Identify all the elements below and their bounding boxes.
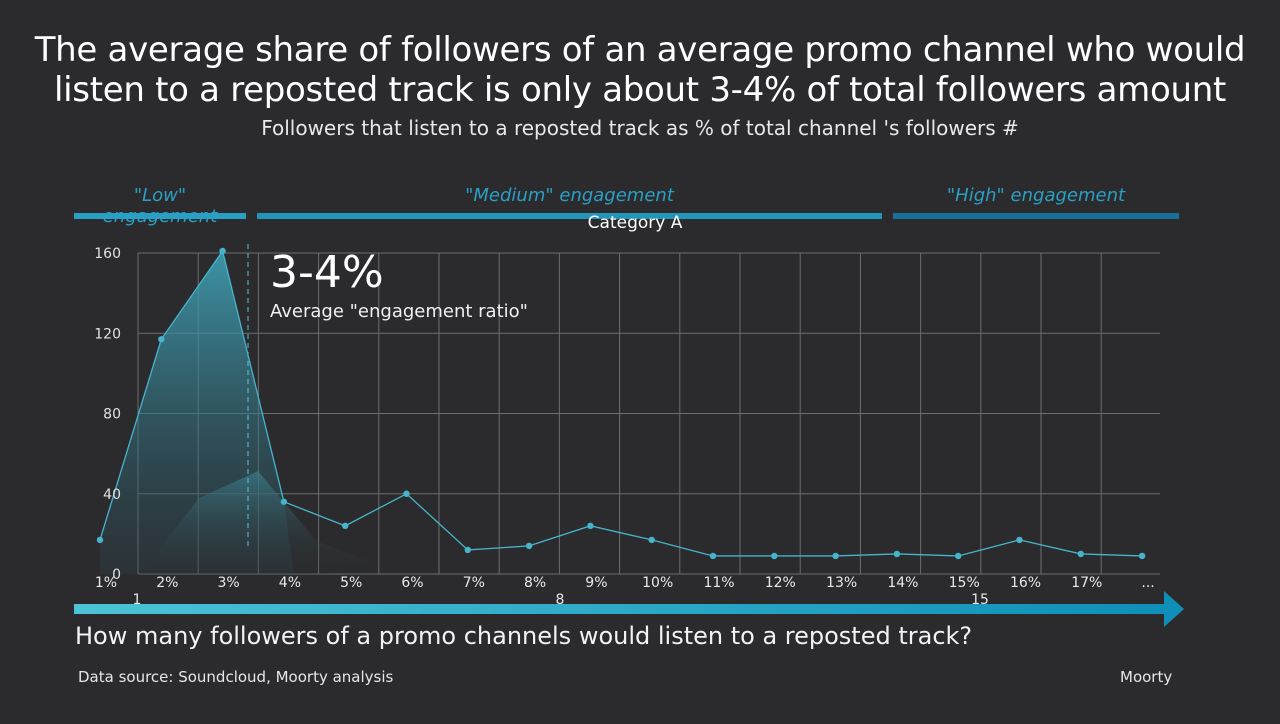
x-tick-label: 17%: [1071, 575, 1102, 591]
chart-shadow-areas: [100, 250, 376, 574]
segment-bar-high: [893, 213, 1179, 219]
hidden-chart-title: Category A: [588, 213, 683, 233]
data-point: [587, 522, 594, 530]
x-tick-label: 3%: [217, 575, 239, 591]
title-line-1: The average share of followers of an ave…: [34, 30, 1246, 70]
average-callout-caption: Average "engagement ratio": [270, 301, 528, 322]
data-point: [1077, 550, 1085, 558]
data-point: [342, 522, 349, 530]
y-axis-ticks: 0 40 80 120 160: [94, 246, 121, 583]
data-point: [648, 536, 655, 544]
series-line: [99, 249, 1143, 557]
x-tick-label: 16%: [1010, 575, 1041, 591]
segment-bar-medium: [257, 213, 882, 219]
data-point: [709, 552, 717, 560]
data-point: [219, 247, 226, 255]
area-secondary-shadow: [140, 471, 376, 574]
chart-series: [96, 247, 1146, 560]
data-point: [1016, 536, 1023, 544]
segment-label-medium: "Medium" engagement: [465, 185, 674, 206]
timeline-arrow-head: [1164, 591, 1184, 627]
x-tick-label: 15%: [949, 575, 980, 591]
title-line-2: listen to a reposted track is only about…: [54, 70, 1226, 110]
data-point: [771, 552, 778, 560]
x-tick-label: 9%: [585, 575, 607, 591]
x-tick-label: ...: [1141, 575, 1154, 591]
y-tick-label: 160: [94, 246, 121, 262]
data-point: [955, 552, 962, 560]
secondary-x-tick-label: 8: [556, 592, 565, 608]
slide-subtitle: Followers that listen to a reposted trac…: [261, 116, 1019, 140]
x-tick-label: 11%: [703, 575, 734, 591]
x-tick-label: 5%: [340, 575, 362, 591]
x-tick-label: 8%: [524, 575, 546, 591]
timeline-arrow: [74, 591, 1184, 627]
x-tick-label: 13%: [826, 575, 857, 591]
data-point: [893, 550, 901, 558]
data-point: [158, 336, 165, 343]
data-point: [525, 542, 533, 550]
data-point: [464, 546, 471, 554]
data-source: Data source: Soundcloud, Moorty analysis: [78, 668, 394, 686]
x-axis-ticks: 1% 2% 3% 4% 5% 6% 7% 8% 9% 10% 11% 12% 13% 14% 15% 16% 1…: [95, 575, 1155, 591]
x-tick-label: 14%: [887, 575, 918, 591]
x-tick-label: 12%: [765, 575, 796, 591]
x-tick-label: 4%: [279, 575, 301, 591]
y-tick-label: 40: [103, 487, 121, 503]
x-tick-label: 7%: [463, 575, 485, 591]
average-callout-value: 3-4%: [270, 247, 384, 298]
data-point: [1138, 552, 1146, 560]
data-point: [403, 490, 410, 497]
y-tick-label: 80: [103, 407, 121, 423]
brand-label: Moorty: [1120, 668, 1173, 686]
y-tick-label: 0: [112, 567, 121, 583]
x-tick-label: 1%: [95, 575, 117, 591]
y-tick-label: 120: [94, 326, 121, 342]
bottom-question: How many followers of a promo channels w…: [75, 622, 973, 650]
secondary-x-tick-label: 1: [133, 592, 142, 608]
x-tick-label: 2%: [156, 575, 178, 591]
segment-label-high: "High" engagement: [946, 185, 1126, 206]
data-point: [96, 536, 104, 544]
segment-bar-low: [74, 213, 246, 219]
data-point: [832, 552, 839, 560]
slide-title: The average share of followers of an ave…: [0, 30, 1280, 110]
timeline-arrow-shaft: [74, 604, 1166, 614]
x-tick-label: 6%: [401, 575, 423, 591]
data-point: [280, 498, 288, 505]
x-tick-label: 10%: [642, 575, 673, 591]
